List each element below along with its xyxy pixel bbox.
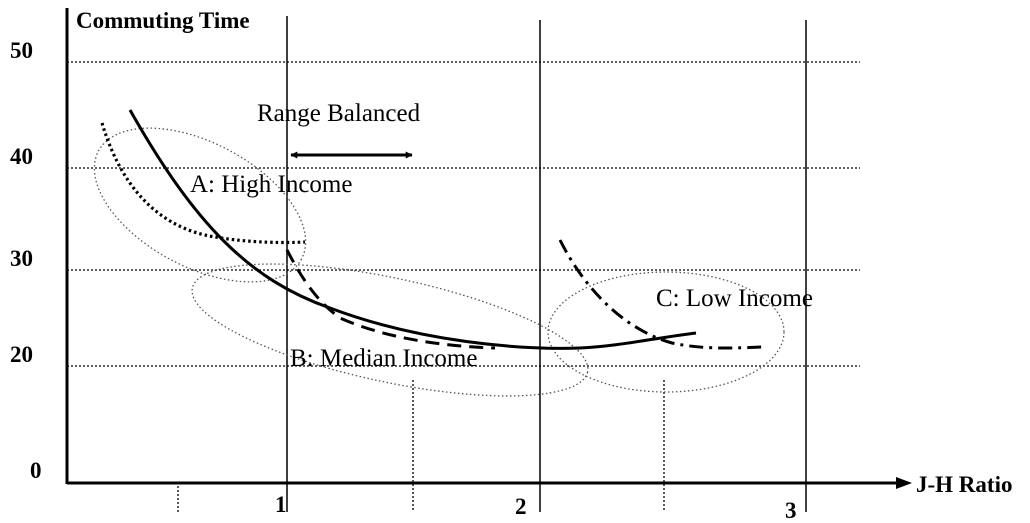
- y-tick-label: 40: [10, 144, 33, 169]
- y-tick-label: 30: [10, 246, 33, 271]
- ellipse-high-income: [93, 127, 307, 283]
- y-axis-title: Commuting Time: [76, 8, 250, 33]
- overall-curve: [128, 109, 697, 350]
- high-income-curve: [100, 122, 306, 245]
- x-axis-title: J-H Ratio: [916, 472, 1012, 497]
- y-tick-label: 0: [30, 458, 42, 483]
- y-tick-label: 20: [10, 342, 33, 367]
- x-tick-label: 3: [785, 498, 797, 523]
- income-group-ellipses: [93, 127, 785, 397]
- x-tick-label: 1: [275, 492, 287, 517]
- x-tick-label: 2: [515, 494, 527, 519]
- median-income-curve: [285, 249, 496, 350]
- ellipse-median-income: [191, 263, 589, 397]
- range-balanced-label: Range Balanced: [257, 100, 421, 127]
- horizontal-grid: [67, 61, 860, 367]
- y-tick-label: 50: [10, 38, 33, 63]
- group-label-median-income: B: Median Income: [290, 345, 477, 372]
- half-step-grid: [177, 380, 665, 512]
- ellipse-low-income: [547, 271, 785, 393]
- group-label-low-income: C: Low Income: [656, 285, 813, 312]
- integer-ratio-lines: [286, 16, 807, 512]
- x-axis-arrow-icon: [896, 477, 912, 489]
- low-income-curve: [558, 239, 763, 350]
- group-label-high-income: A: High Income: [190, 171, 352, 198]
